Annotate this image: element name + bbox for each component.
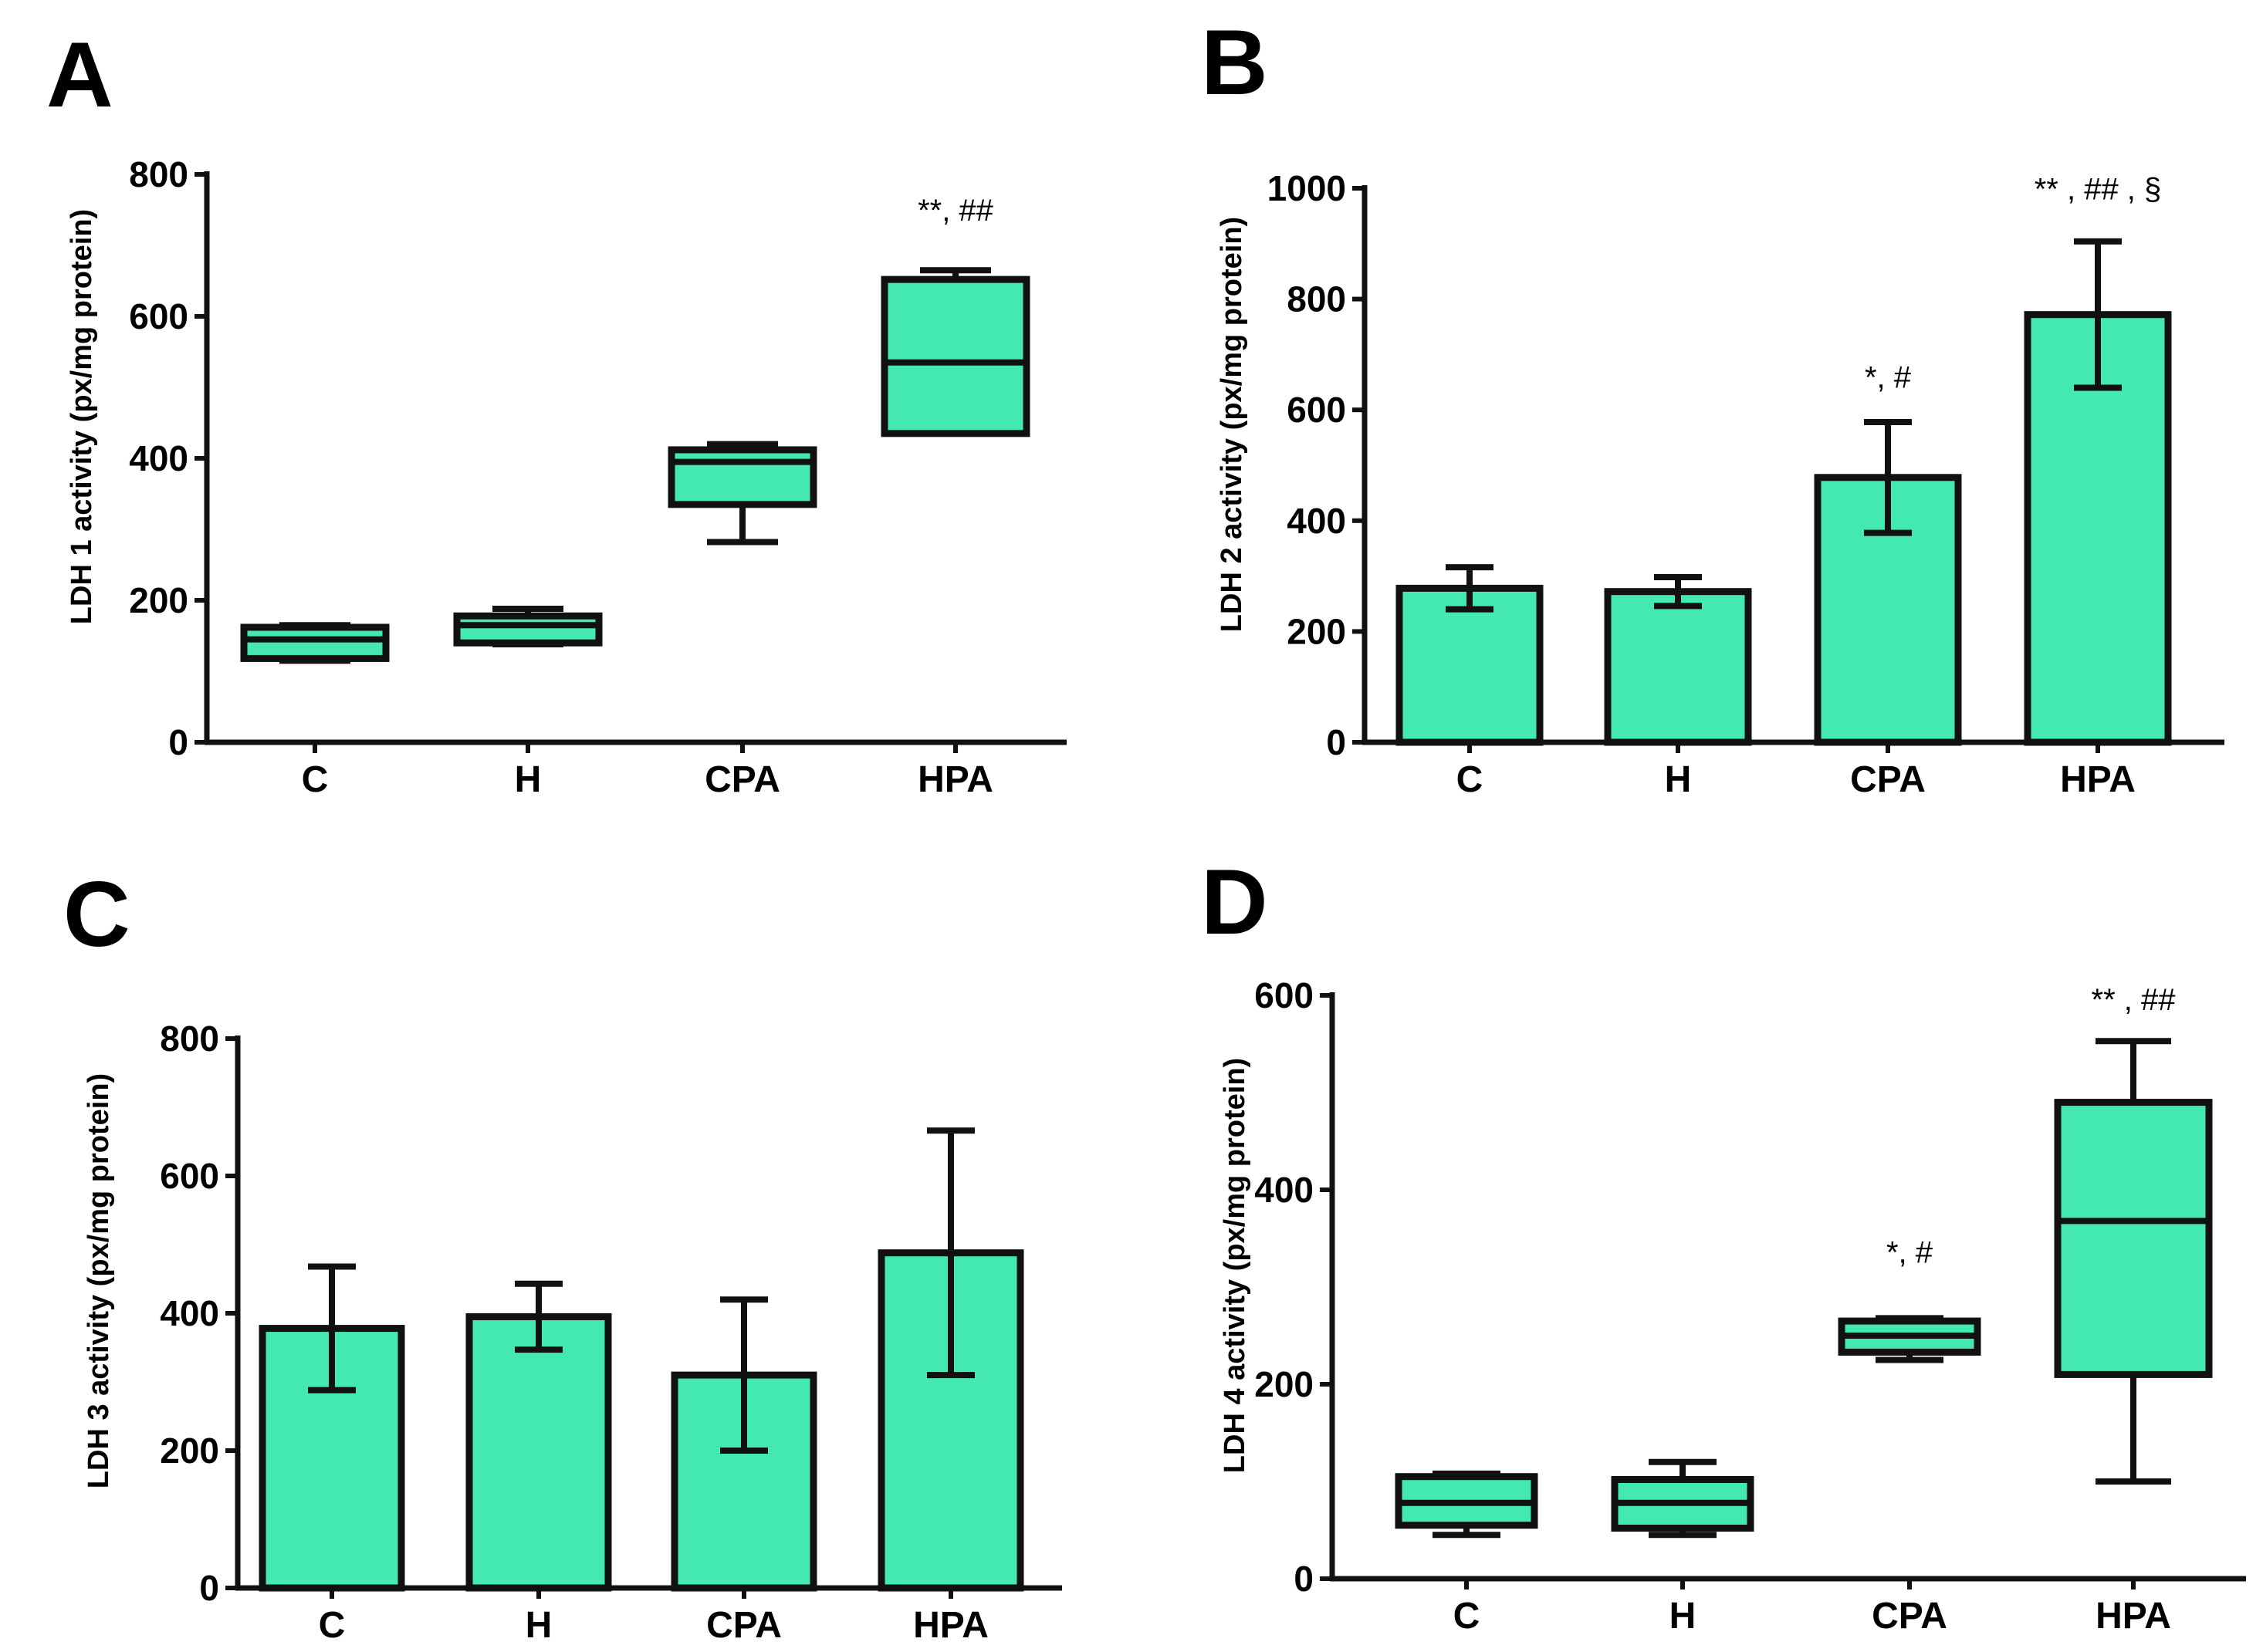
plot-area-d: 0 200 400 600 C H CPA HPA *, # ** , ## bbox=[1254, 975, 2246, 1637]
box-a-hpa bbox=[881, 275, 1030, 437]
x-tick-label-a: CPA bbox=[705, 759, 780, 800]
y-tick-label-b: 600 bbox=[1287, 390, 1346, 430]
panel-a: A LDH 1 activity (px/mg protein) 0 200 400… bbox=[46, 23, 1067, 800]
x-tick-label-b: HPA bbox=[2060, 759, 2136, 800]
x-tick-label-d: CPA bbox=[1872, 1596, 1947, 1637]
bar-b-h bbox=[1604, 588, 1752, 746]
significance-label-a-hpa: **, ## bbox=[918, 194, 994, 228]
x-tick-label-b: CPA bbox=[1850, 759, 1926, 800]
panel-letter-c: C bbox=[63, 863, 130, 966]
plot-area-b: 0 200 400 600 800 1000 C H CPA HPA *, # ** , ## , § bbox=[1267, 168, 2224, 800]
y-tick-label-c: 600 bbox=[160, 1156, 219, 1196]
bar-c-h bbox=[465, 1312, 612, 1592]
significance-label-d-cpa: *, # bbox=[1886, 1236, 1933, 1270]
x-tick-label-c: CPA bbox=[706, 1605, 782, 1646]
x-tick-label-c: H bbox=[526, 1605, 553, 1646]
x-tick-label-c: HPA bbox=[913, 1605, 989, 1646]
y-tick-label-a: 200 bbox=[129, 580, 188, 620]
y-tick-label-c: 800 bbox=[160, 1019, 219, 1059]
y-tick-label-d: 0 bbox=[1294, 1559, 1314, 1599]
y-tick-label-d: 600 bbox=[1254, 975, 1314, 1015]
x-tick-label-b: H bbox=[1665, 759, 1692, 800]
y-tick-label-b: 400 bbox=[1287, 501, 1346, 541]
plot-area-a: 0 200 400 600 800 C H CPA HPA **, ## bbox=[129, 154, 1067, 800]
y-tick-label-a: 600 bbox=[129, 296, 188, 336]
box-a-cpa bbox=[668, 446, 817, 508]
panel-letter-a: A bbox=[46, 23, 113, 127]
y-tick-label-a: 400 bbox=[129, 438, 188, 478]
y-tick-label-c: 200 bbox=[160, 1431, 219, 1471]
panel-b: B LDH 2 activity (px/mg protein) 0 200 400… bbox=[1201, 11, 2224, 800]
y-axis-title-b: LDH 2 activity (px/mg protein) bbox=[1216, 217, 1248, 632]
y-tick-label-a: 0 bbox=[168, 722, 188, 762]
y-tick-label-b: 1000 bbox=[1267, 168, 1346, 208]
x-tick-label-a: H bbox=[515, 759, 542, 800]
x-tick-label-d: H bbox=[1669, 1596, 1696, 1637]
box-d-hpa bbox=[2054, 1099, 2213, 1378]
significance-label-b-hpa: ** , ## , § bbox=[2035, 172, 2162, 206]
y-tick-label-b: 0 bbox=[1326, 722, 1346, 762]
plot-area-c: 0 200 400 600 800 C H CPA HPA bbox=[160, 1019, 1062, 1646]
x-tick-label-a: HPA bbox=[918, 759, 993, 800]
box-a-c bbox=[240, 623, 390, 662]
y-tick-label-c: 400 bbox=[160, 1293, 219, 1333]
x-tick-label-d: C bbox=[1453, 1596, 1480, 1637]
y-axis-title-a: LDH 1 activity (px/mg protein) bbox=[66, 209, 98, 624]
box-a-h bbox=[453, 612, 603, 647]
y-axis-title-d: LDH 4 activity (px/mg protein) bbox=[1219, 1058, 1251, 1473]
panel-letter-b: B bbox=[1201, 11, 1268, 114]
y-tick-label-c: 0 bbox=[199, 1568, 219, 1608]
y-tick-label-b: 200 bbox=[1287, 611, 1346, 651]
panel-letter-d: D bbox=[1201, 850, 1268, 954]
y-tick-label-b: 800 bbox=[1287, 279, 1346, 319]
x-tick-label-d: HPA bbox=[2096, 1596, 2171, 1637]
x-tick-label-b: C bbox=[1456, 759, 1483, 800]
y-axis-title-c: LDH 3 activity (px/mg protein) bbox=[83, 1073, 115, 1488]
x-tick-label-c: C bbox=[319, 1605, 346, 1646]
panel-d: D LDH 4 activity (px/mg protein) 0 200 400… bbox=[1201, 850, 2246, 1637]
x-tick-label-a: C bbox=[302, 759, 329, 800]
panel-c: C LDH 3 activity (px/mg protein) 0 200 400… bbox=[63, 863, 1062, 1646]
y-tick-label-d: 200 bbox=[1254, 1364, 1314, 1404]
y-tick-label-a: 800 bbox=[129, 154, 188, 194]
significance-label-b-cpa: *, # bbox=[1865, 360, 1912, 394]
significance-label-d-hpa: ** , ## bbox=[2092, 983, 2177, 1017]
y-tick-label-d: 400 bbox=[1254, 1170, 1314, 1210]
